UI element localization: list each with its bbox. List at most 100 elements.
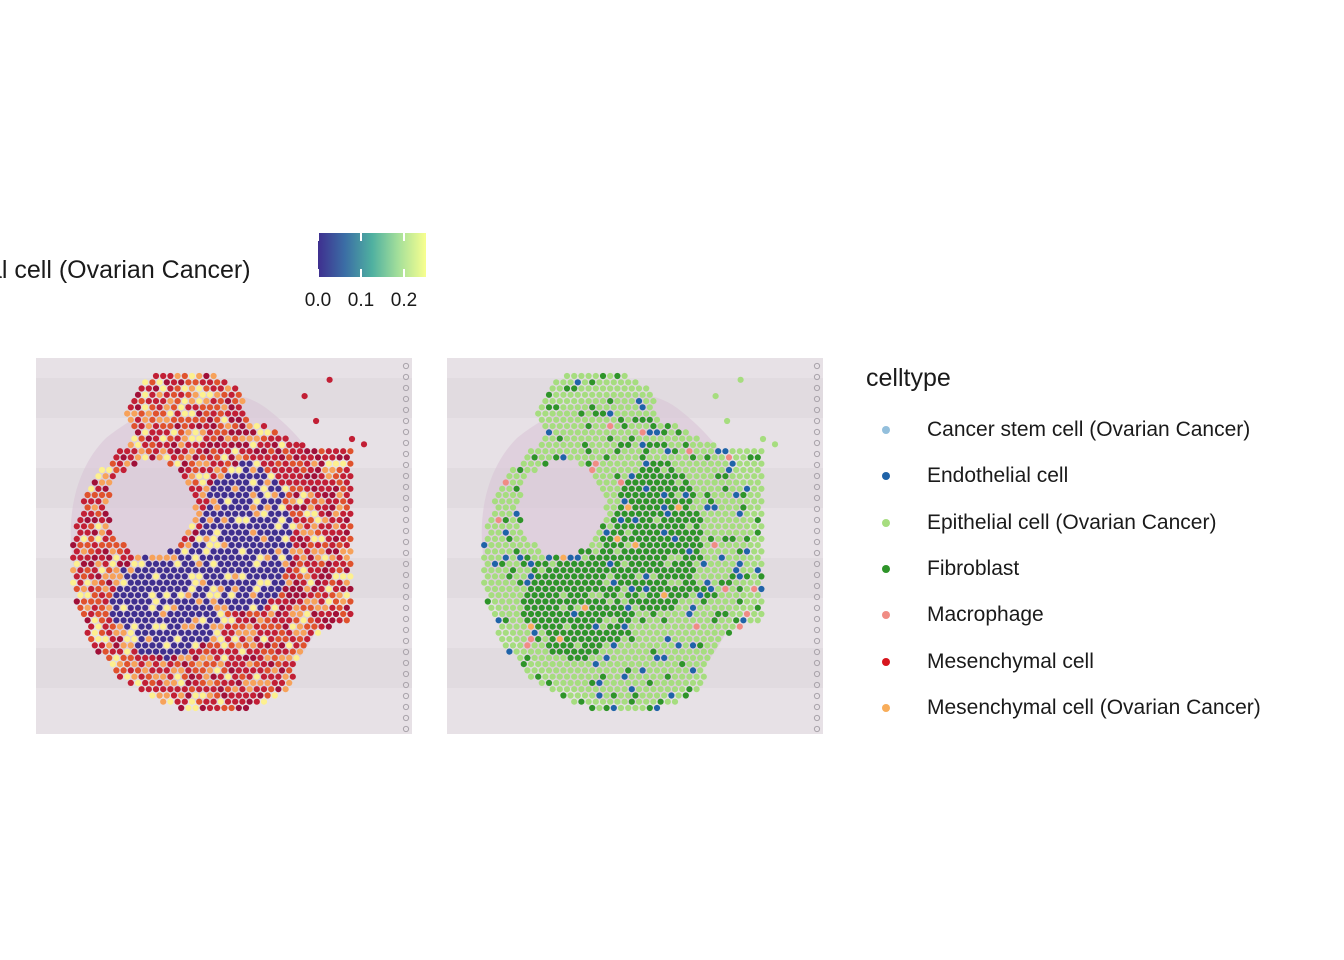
spot (700, 498, 707, 505)
spot (617, 517, 625, 524)
spot (124, 460, 131, 467)
spot (657, 498, 664, 505)
spot (250, 454, 257, 461)
spot (192, 491, 199, 499)
spot (711, 554, 718, 561)
spot (484, 523, 491, 530)
spot (599, 698, 607, 705)
spot (149, 629, 156, 636)
spot (747, 517, 754, 524)
spot (632, 441, 639, 448)
spot (239, 410, 246, 417)
spot (278, 441, 286, 448)
spot (167, 648, 174, 655)
spot (304, 573, 311, 580)
spot (578, 585, 585, 593)
spot (614, 448, 621, 455)
spot (264, 567, 271, 574)
spot (747, 466, 754, 474)
spot (250, 604, 257, 611)
spot (560, 617, 567, 624)
spot (188, 698, 196, 705)
spot (329, 517, 336, 524)
spot (625, 592, 632, 599)
spot (181, 623, 188, 630)
spot (646, 479, 653, 486)
spot (98, 529, 106, 536)
spot (293, 454, 300, 461)
spot (491, 510, 499, 517)
spot (149, 592, 156, 599)
spot (661, 542, 668, 549)
spot (242, 554, 250, 561)
spot (574, 379, 581, 386)
spot (307, 529, 314, 536)
spot (585, 698, 592, 705)
spot (178, 579, 185, 586)
spot (607, 498, 614, 505)
spot (278, 454, 286, 461)
spot (700, 448, 707, 455)
spot (199, 429, 206, 436)
spot (185, 479, 192, 486)
spot (210, 573, 217, 580)
spot (736, 498, 743, 505)
spot (289, 610, 296, 618)
spot (556, 648, 563, 655)
spot (697, 604, 704, 611)
spot (664, 610, 671, 618)
spot (235, 679, 242, 686)
spot (322, 567, 329, 574)
spot (585, 410, 592, 417)
spot (610, 704, 617, 712)
spot (149, 429, 156, 436)
spot (668, 466, 675, 474)
spot (138, 648, 145, 655)
spot (585, 585, 592, 593)
spot (134, 567, 142, 574)
spot (235, 441, 242, 448)
spot (614, 385, 621, 392)
spot (325, 548, 332, 555)
spot (725, 504, 733, 511)
spot (214, 642, 221, 649)
spot (607, 686, 614, 693)
spot (571, 698, 578, 705)
spot (715, 598, 722, 605)
spot (300, 479, 307, 486)
spot (304, 598, 311, 605)
spot (556, 661, 563, 668)
spot (120, 617, 127, 624)
spot (149, 579, 156, 586)
spot (509, 542, 517, 549)
spot (711, 592, 718, 599)
spot (343, 579, 350, 586)
spot (661, 554, 668, 561)
spot (221, 429, 228, 436)
spot (571, 573, 578, 580)
spot (142, 404, 149, 411)
spot (743, 448, 751, 455)
spot (617, 454, 625, 461)
spot (671, 460, 679, 467)
spot (257, 454, 264, 461)
spot (542, 560, 549, 567)
spot (98, 567, 106, 574)
spot (95, 560, 102, 567)
spot (711, 604, 718, 611)
spot (675, 692, 682, 699)
spot (560, 667, 567, 674)
spot (751, 498, 758, 505)
spot (192, 391, 199, 398)
spot (711, 454, 718, 461)
spot (181, 460, 188, 467)
spot (142, 416, 149, 423)
spot (253, 673, 260, 680)
spot (560, 454, 567, 461)
spot (286, 479, 293, 486)
spot (332, 560, 340, 567)
spot (592, 661, 599, 668)
spot (589, 554, 596, 561)
spot (621, 673, 628, 680)
spot (84, 542, 91, 549)
